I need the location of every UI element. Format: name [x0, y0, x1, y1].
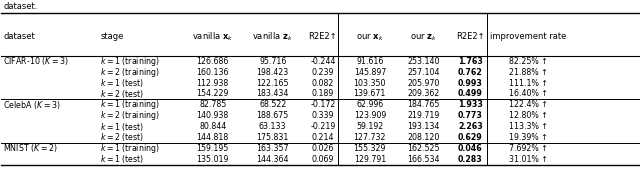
Text: 91.616: 91.616	[356, 57, 383, 66]
Text: 154.229: 154.229	[196, 89, 229, 98]
Text: 12.80% ↑: 12.80% ↑	[509, 111, 548, 120]
Text: 144.818: 144.818	[196, 133, 229, 142]
Text: 19.39% ↑: 19.39% ↑	[509, 133, 548, 142]
Text: 175.831: 175.831	[257, 133, 289, 142]
Text: 0.499: 0.499	[458, 89, 483, 98]
Text: 0.082: 0.082	[312, 79, 334, 88]
Text: 163.357: 163.357	[257, 144, 289, 153]
Text: 135.019: 135.019	[196, 155, 229, 164]
Text: improvement rate: improvement rate	[490, 32, 566, 41]
Text: dataset.: dataset.	[4, 2, 38, 11]
Text: $k=2$ (training): $k=2$ (training)	[100, 66, 160, 79]
Text: 0.339: 0.339	[312, 111, 334, 120]
Text: 123.909: 123.909	[354, 111, 386, 120]
Text: 0.026: 0.026	[312, 144, 334, 153]
Text: $k=2$ (test): $k=2$ (test)	[100, 88, 145, 100]
Text: 0.762: 0.762	[458, 68, 483, 77]
Text: 62.996: 62.996	[356, 100, 383, 109]
Text: -0.172: -0.172	[310, 100, 335, 109]
Text: 162.525: 162.525	[407, 144, 440, 153]
Text: 16.40% ↑: 16.40% ↑	[509, 89, 548, 98]
Text: 0.069: 0.069	[312, 155, 334, 164]
Text: our $\mathbf{z}_k$: our $\mathbf{z}_k$	[410, 31, 437, 43]
Text: R2E2↑: R2E2↑	[456, 32, 484, 41]
Text: 205.970: 205.970	[407, 79, 440, 88]
Text: vanilla $\mathbf{z}_k$: vanilla $\mathbf{z}_k$	[252, 31, 293, 43]
Text: 198.423: 198.423	[257, 68, 289, 77]
Text: 111.1% ↑: 111.1% ↑	[509, 79, 548, 88]
Text: dataset: dataset	[4, 32, 36, 41]
Text: 1.763: 1.763	[458, 57, 483, 66]
Text: $k=1$ (test): $k=1$ (test)	[100, 121, 145, 133]
Text: 257.104: 257.104	[407, 68, 440, 77]
Text: CelebA ($K=3$): CelebA ($K=3$)	[3, 99, 60, 111]
Text: $k=1$ (test): $k=1$ (test)	[100, 77, 145, 89]
Text: -0.244: -0.244	[310, 57, 335, 66]
Text: 1.933: 1.933	[458, 100, 483, 109]
Text: 208.120: 208.120	[407, 133, 440, 142]
Text: CIFAR-10 ($K=3$): CIFAR-10 ($K=3$)	[3, 55, 68, 67]
Text: 112.938: 112.938	[196, 79, 229, 88]
Text: 219.719: 219.719	[407, 111, 440, 120]
Text: $k=2$ (test): $k=2$ (test)	[100, 132, 145, 144]
Text: $k=1$ (training): $k=1$ (training)	[100, 98, 160, 111]
Text: $k=1$ (test): $k=1$ (test)	[100, 153, 145, 165]
Text: 0.239: 0.239	[312, 68, 334, 77]
Text: 2.263: 2.263	[458, 122, 483, 131]
Text: 166.534: 166.534	[407, 155, 440, 164]
Text: 103.350: 103.350	[353, 79, 386, 88]
Text: 0.629: 0.629	[458, 133, 483, 142]
Text: 140.938: 140.938	[196, 111, 229, 120]
Text: 127.732: 127.732	[353, 133, 386, 142]
Text: 82.25% ↑: 82.25% ↑	[509, 57, 548, 66]
Text: $k=1$ (training): $k=1$ (training)	[100, 142, 160, 155]
Text: 145.897: 145.897	[354, 68, 386, 77]
Text: R2E2↑: R2E2↑	[308, 32, 337, 41]
Text: 122.4% ↑: 122.4% ↑	[509, 100, 548, 109]
Text: 82.785: 82.785	[199, 100, 227, 109]
Text: 144.364: 144.364	[257, 155, 289, 164]
Text: 122.165: 122.165	[257, 79, 289, 88]
Text: 139.671: 139.671	[354, 89, 386, 98]
Text: MNIST ($K=2$): MNIST ($K=2$)	[3, 142, 57, 154]
Text: 193.134: 193.134	[407, 122, 440, 131]
Text: 253.140: 253.140	[407, 57, 440, 66]
Text: 155.329: 155.329	[354, 144, 386, 153]
Text: 160.136: 160.136	[196, 68, 229, 77]
Text: 129.791: 129.791	[354, 155, 386, 164]
Text: 0.283: 0.283	[458, 155, 483, 164]
Text: 31.01% ↑: 31.01% ↑	[509, 155, 548, 164]
Text: 126.686: 126.686	[196, 57, 229, 66]
Text: 159.195: 159.195	[196, 144, 229, 153]
Text: $k=2$ (training): $k=2$ (training)	[100, 109, 160, 122]
Text: 80.844: 80.844	[199, 122, 227, 131]
Text: $k=1$ (training): $k=1$ (training)	[100, 55, 160, 68]
Text: 59.192: 59.192	[356, 122, 383, 131]
Text: 7.692% ↑: 7.692% ↑	[509, 144, 548, 153]
Text: 63.133: 63.133	[259, 122, 287, 131]
Text: 183.434: 183.434	[257, 89, 289, 98]
Text: vanilla $\mathbf{x}_k$: vanilla $\mathbf{x}_k$	[192, 31, 234, 43]
Text: -0.219: -0.219	[310, 122, 335, 131]
Text: 0.993: 0.993	[458, 79, 483, 88]
Text: 209.362: 209.362	[407, 89, 440, 98]
Text: 0.773: 0.773	[458, 111, 483, 120]
Text: 95.716: 95.716	[259, 57, 287, 66]
Text: 0.214: 0.214	[312, 133, 334, 142]
Text: 68.522: 68.522	[259, 100, 287, 109]
Text: 188.675: 188.675	[257, 111, 289, 120]
Text: 184.765: 184.765	[407, 100, 440, 109]
Text: 0.189: 0.189	[312, 89, 334, 98]
Text: 21.88% ↑: 21.88% ↑	[509, 68, 548, 77]
Text: stage: stage	[101, 32, 124, 41]
Text: 0.046: 0.046	[458, 144, 483, 153]
Text: our $\mathbf{x}_k$: our $\mathbf{x}_k$	[356, 31, 383, 43]
Text: 113.3% ↑: 113.3% ↑	[509, 122, 548, 131]
